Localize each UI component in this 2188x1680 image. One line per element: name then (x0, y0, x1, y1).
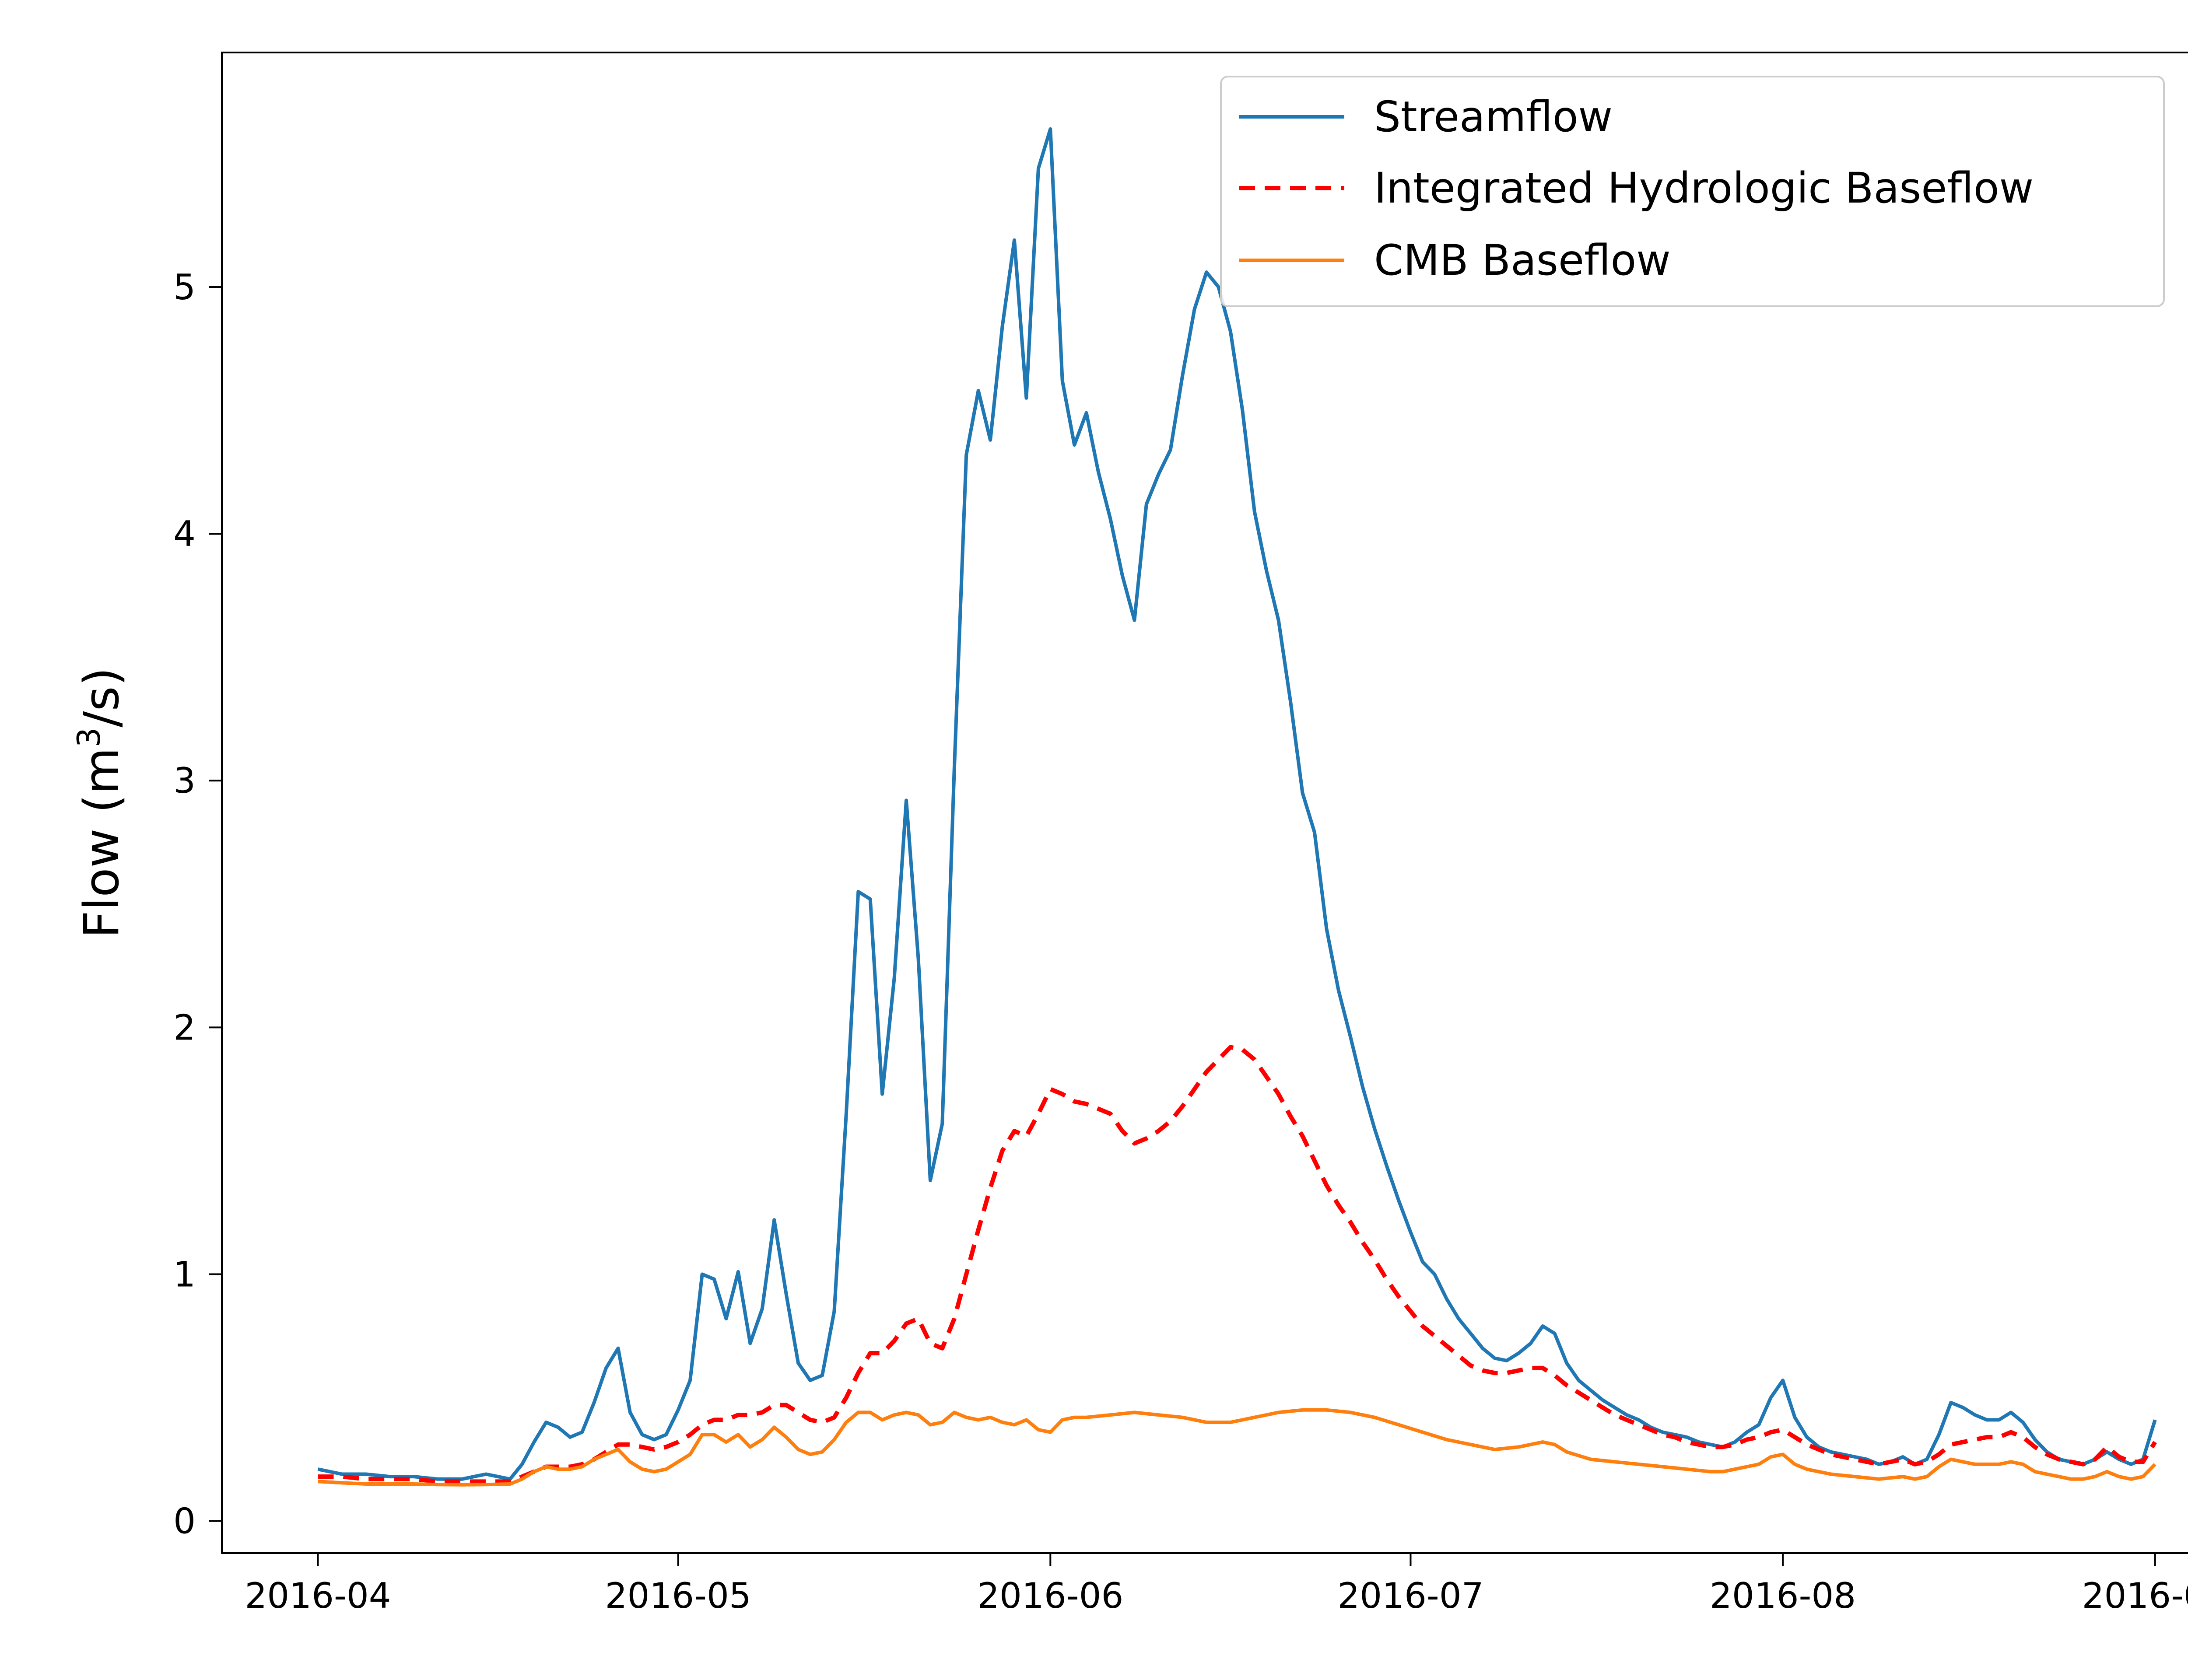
axes-frame (221, 52, 2188, 1554)
series-line-cmb-baseflow (318, 1408, 2156, 1487)
y-tick-label: 4 (173, 514, 196, 554)
x-tick-label: 2016-08 (1710, 1575, 1856, 1616)
y-tick-label: 5 (173, 267, 196, 308)
legend-label-integrated-hydrologic-baseflow: Integrated Hydrologic Baseflow (1374, 164, 2034, 213)
series-layer (317, 127, 2157, 1487)
x-tick-label: 2016-09 (2082, 1575, 2188, 1616)
y-axis-label: Flow (m3/s) (70, 667, 130, 938)
legend-label-cmb-baseflow: CMB Baseflow (1374, 236, 1671, 285)
legend: Streamflow Integrated Hydrologic Baseflo… (1220, 76, 2165, 307)
x-tick-label: 2016-06 (977, 1575, 1123, 1616)
series-line-streamflow (317, 127, 2157, 1481)
y-tick-label: 0 (173, 1501, 196, 1542)
x-axis: 2016-04 2016-05 2016-06 2016-07 2016-08 2016-… (245, 1553, 2188, 1616)
y-tick-label: 1 (173, 1254, 196, 1295)
y-axis: 0 1 2 3 4 5 (173, 267, 222, 1542)
x-tick-label: 2016-05 (605, 1575, 751, 1616)
x-tick-label: 2016-04 (245, 1575, 391, 1616)
series-line-integrated-hydrologic-baseflow (318, 1045, 2157, 1484)
y-tick-label: 3 (173, 760, 196, 801)
legend-box (1220, 76, 2165, 307)
legend-label-streamflow: Streamflow (1374, 92, 1613, 141)
y-axis-label-superscript: 3 (70, 728, 107, 748)
x-tick-label: 2016-07 (1337, 1575, 1483, 1616)
y-tick-label: 2 (173, 1007, 196, 1048)
